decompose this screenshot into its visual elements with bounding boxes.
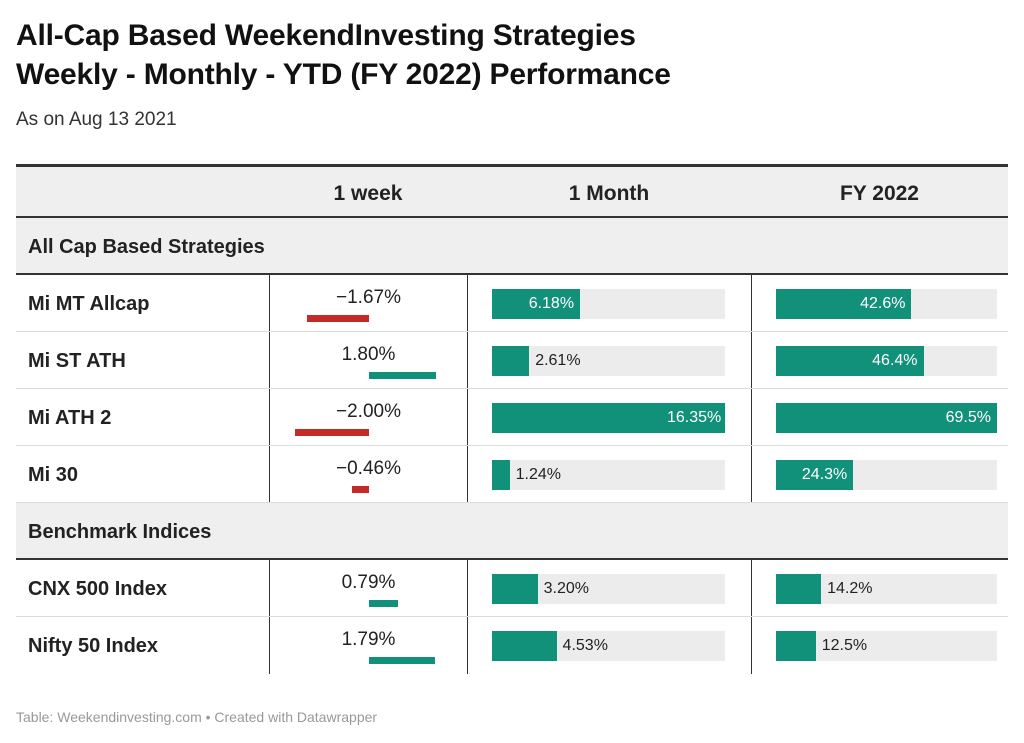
table-row: Mi 30 −0.46% 1.24% 24.3% xyxy=(16,446,1008,503)
fy-2022-track: 42.6% xyxy=(776,289,997,319)
fy-2022: 12.5% xyxy=(751,617,1008,674)
table-body: All Cap Based Strategies Mi MT Allcap −1.6… xyxy=(16,218,1008,674)
week-value-label: −2.00% xyxy=(336,401,401,422)
month-bar xyxy=(492,403,725,433)
week-bar xyxy=(307,315,369,322)
month-bar xyxy=(492,289,581,319)
month-value-label: 3.20% xyxy=(543,580,589,597)
row-label: Mi MT Allcap xyxy=(28,293,150,315)
header-1-month: 1 Month xyxy=(568,182,650,205)
fy-2022-value-label: 24.3% xyxy=(801,466,848,483)
table-row: Mi ST ATH 1.80% 2.61% 46.4% xyxy=(16,332,1008,389)
month-track: 4.53% xyxy=(492,631,725,661)
table-row: Mi ATH 2 −2.00% 16.35% 69.5% xyxy=(16,389,1008,446)
fy-2022-value-label: 46.4% xyxy=(872,352,918,369)
week-bar xyxy=(369,657,436,664)
month-value-label: 4.53% xyxy=(562,637,608,654)
row-label: Mi 30 xyxy=(28,464,79,486)
fy-2022-value-label: 14.2% xyxy=(827,580,873,597)
row-label: Mi ST ATH xyxy=(28,350,126,372)
week-cell: 0.79% xyxy=(269,560,467,616)
month-track: 16.35% xyxy=(492,403,725,433)
fy-2022-value-label: 12.5% xyxy=(821,637,868,654)
fy-2022-track: 24.3% xyxy=(776,460,997,490)
month: 6.18% xyxy=(467,275,751,331)
week-cell: −1.67% xyxy=(269,275,467,331)
month: 1.24% xyxy=(467,446,751,502)
row-label: CNX 500 Index xyxy=(28,578,167,600)
month-bar xyxy=(492,574,538,604)
month-track: 3.20% xyxy=(492,574,725,604)
fy-2022-bar xyxy=(776,460,854,490)
month: 4.53% xyxy=(467,617,751,674)
month-value-label: 6.18% xyxy=(528,295,575,312)
week-cell: 1.80% xyxy=(269,332,467,388)
title-line-1: All-Cap Based WeekendInvesting Strategie… xyxy=(16,19,636,52)
source-footer: Table: Weekendinvesting.com • Created wi… xyxy=(16,709,378,725)
month-track: 1.24% xyxy=(492,460,725,490)
chart-title: All-Cap Based WeekendInvesting Strategie… xyxy=(16,16,671,94)
week-value-label: −0.46% xyxy=(336,458,401,479)
fy-2022-bar xyxy=(776,346,924,376)
fy-2022-bar xyxy=(776,403,997,433)
group-header: All Cap Based Strategies xyxy=(16,218,1008,275)
week-bar xyxy=(295,429,369,436)
fy-2022-track: 14.2% xyxy=(776,574,997,604)
week-cell: 1.79% xyxy=(269,617,467,674)
month-value-label: 2.61% xyxy=(535,352,581,369)
fy-2022-track: 46.4% xyxy=(776,346,997,376)
month-bar xyxy=(492,460,510,490)
week-bar xyxy=(369,372,436,379)
table-header: 1 week 1 Month FY 2022 xyxy=(16,164,1008,218)
week-value-label: 1.80% xyxy=(341,344,396,365)
fy-2022-bar xyxy=(776,574,822,604)
row-label: Mi ATH 2 xyxy=(28,407,112,429)
fy-2022-bar xyxy=(776,631,816,661)
month-value-label: 1.24% xyxy=(515,466,562,483)
header-1-week: 1 week xyxy=(333,182,403,205)
table-row: Nifty 50 Index 1.79% 4.53% 12.5% xyxy=(16,617,1008,674)
month-track: 2.61% xyxy=(492,346,725,376)
fy-2022: 24.3% xyxy=(751,446,1008,502)
week-cell: −2.00% xyxy=(269,389,467,445)
chart-subtitle: As on Aug 13 2021 xyxy=(16,109,177,130)
month: 16.35% xyxy=(467,389,751,445)
fy-2022-track: 69.5% xyxy=(776,403,997,433)
performance-table: 1 week 1 Month FY 2022 All Cap Based Str… xyxy=(16,164,1008,674)
week-cell: −0.46% xyxy=(269,446,467,502)
week-value-label: 0.79% xyxy=(341,572,396,593)
row-label: Nifty 50 Index xyxy=(28,635,159,657)
week-bar xyxy=(351,486,369,493)
month-bar xyxy=(492,346,530,376)
week-bar xyxy=(369,600,399,607)
month-value-label: 16.35% xyxy=(667,409,722,426)
fy-2022: 42.6% xyxy=(751,275,1008,331)
month: 2.61% xyxy=(467,332,751,388)
fy-2022-value-label: 69.5% xyxy=(945,409,991,426)
week-value-label: 1.79% xyxy=(341,629,396,650)
month: 3.20% xyxy=(467,560,751,616)
table-row: CNX 500 Index 0.79% 3.20% 14.2% xyxy=(16,560,1008,617)
month-bar xyxy=(492,631,557,661)
month-track: 6.18% xyxy=(492,289,725,319)
group-header: Benchmark Indices xyxy=(16,503,1008,560)
header-fy-2022: FY 2022 xyxy=(839,182,919,205)
fy-2022-bar xyxy=(776,289,912,319)
fy-2022: 46.4% xyxy=(751,332,1008,388)
fy-2022-track: 12.5% xyxy=(776,631,997,661)
fy-2022: 69.5% xyxy=(751,389,1008,445)
fy-2022-value-label: 42.6% xyxy=(860,295,906,312)
fy-2022: 14.2% xyxy=(751,560,1008,616)
week-value-label: −1.67% xyxy=(336,287,401,308)
title-line-2: Weekly - Monthly - YTD (FY 2022) Perform… xyxy=(16,58,671,91)
table-row: Mi MT Allcap −1.67% 6.18% 42.6% xyxy=(16,275,1008,332)
